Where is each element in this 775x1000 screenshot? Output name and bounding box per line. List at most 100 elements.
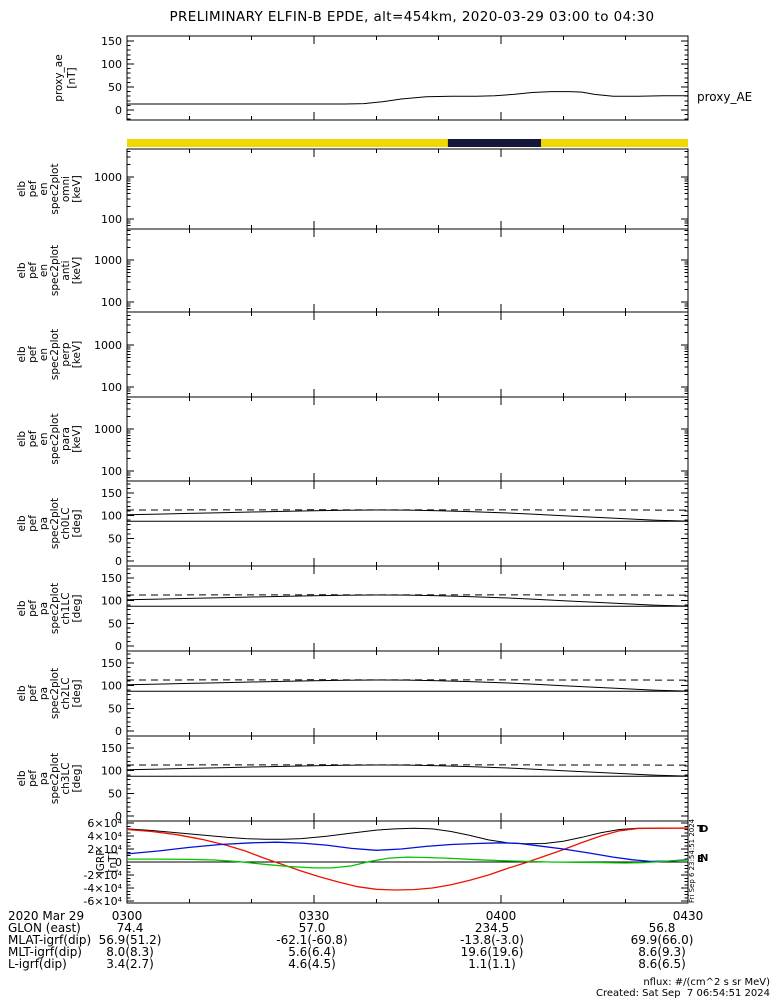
created-timestamp: Created: Sat Sep 7 06:54:51 2024 <box>596 988 770 999</box>
y-axis-label-word: [keV] <box>71 175 83 203</box>
y-tick-label: 100 <box>101 465 122 478</box>
ephemeris-value: 69.9(66.0) <box>631 933 694 947</box>
y-axis-label-word: pef <box>27 600 39 617</box>
series-loss-cone <box>126 509 689 522</box>
ephemeris-value: 1.1(1.1) <box>468 957 516 971</box>
time-tick-label: 0300 <box>112 909 143 923</box>
status-bar <box>127 139 688 147</box>
series-B-north <box>126 841 689 863</box>
series-B-total <box>126 827 689 845</box>
panel-frame <box>126 35 689 121</box>
y-axis-label-word: en <box>38 432 50 445</box>
y-axis-label-word: en <box>38 182 50 195</box>
legend-letter-N: N <box>700 853 708 864</box>
y-tick-label: 0 <box>115 810 122 823</box>
y-tick-label: 1000 <box>94 339 122 352</box>
y-tick-label: 150 <box>101 572 122 585</box>
ephemeris-row-label: GLON (east) <box>8 921 81 935</box>
y-tick-label: 50 <box>108 702 122 715</box>
y-axis-label-word: elb <box>16 770 28 786</box>
y-tick-label: 100 <box>101 58 122 71</box>
y-tick-label: 6×10⁴ <box>87 817 122 830</box>
y-axis-label-word: elb <box>16 515 28 531</box>
ephemeris-value: 56.8 <box>649 921 676 935</box>
panel-pa_ch2: 0 50 100 150 elb pef pa spec2plot ch2LC [deg] <box>16 650 689 738</box>
y-axis-label-word: spec2plot <box>49 753 61 804</box>
series-loss-cone <box>126 594 689 607</box>
y-tick-label: 2×10⁴ <box>87 843 122 856</box>
page-title: PRELIMINARY ELFIN-B EPDE, alt=454km, 202… <box>169 9 654 25</box>
y-axis-label-word: ch0LC <box>60 507 72 539</box>
y-axis-label-word: pef <box>27 430 39 447</box>
y-tick-label: 150 <box>101 657 122 670</box>
y-axis-label-word: ch1LC <box>60 592 72 624</box>
panel-spec_anti: 100 1000 elb pef en spec2plot anti [keV] <box>16 228 689 313</box>
panel-spec_para: 100 1000 elb pef en spec2plot para [keV] <box>16 396 689 482</box>
series-B-east <box>127 856 689 869</box>
ephemeris-row-label: MLT-igrf(dip) <box>8 945 82 959</box>
y-axis-label-word: omni <box>60 176 72 202</box>
panel-frame <box>126 396 689 482</box>
y-axis-label-word: pa <box>38 602 50 615</box>
legend-letter-E: E <box>697 854 704 865</box>
time-tick-label: 0330 <box>299 909 330 923</box>
y-tick-label: -4×10⁴ <box>83 882 122 895</box>
y-tick-label: 150 <box>101 487 122 500</box>
y-axis-label-word: elb <box>16 346 28 362</box>
panel-frame <box>126 311 689 398</box>
y-axis-label-word: pef <box>27 685 39 702</box>
time-tick-label: 0400 <box>486 909 517 923</box>
y-tick-label: 4×10⁴ <box>87 830 122 843</box>
y-tick-label: -2×10⁴ <box>83 869 122 882</box>
y-axis-label-word: spec2plot <box>49 329 61 380</box>
status-bar-track <box>127 139 688 147</box>
y-tick-label: 1000 <box>94 423 122 436</box>
y-tick-label: 100 <box>101 510 122 523</box>
y-axis-label-word: pef <box>27 346 39 363</box>
flux-units-note: nflux: #/(cm^2 s sr MeV) <box>643 977 770 988</box>
y-axis-label-word: pef <box>27 770 39 787</box>
y-axis-label-word: proxy_ae <box>53 54 65 101</box>
y-axis-label-word: spec2plot <box>49 245 61 296</box>
bottom-annotations: 2020 Mar 29 0300 0330 0400 0430 GLON (east) 74… <box>8 909 703 971</box>
ephemeris-row-label: L-igrf(dip) <box>8 957 67 971</box>
panel-frame <box>126 480 689 567</box>
y-axis-label-word: elb <box>16 431 28 447</box>
series-B-down <box>126 827 688 891</box>
panel-frame <box>126 148 689 230</box>
y-tick-label: 0 <box>115 725 122 738</box>
y-axis-label-word: pa <box>38 772 50 785</box>
y-axis-label-word: spec2plot <box>49 413 61 464</box>
igrf-legend: TD NE <box>697 824 708 865</box>
ephemeris-value: 3.4(2.7) <box>106 957 154 971</box>
y-axis-label-word: [deg] <box>71 595 83 623</box>
y-tick-label: 50 <box>108 787 122 800</box>
y-axis-label-word: pef <box>27 180 39 197</box>
y-tick-label: 150 <box>101 742 122 755</box>
panel-frame <box>126 228 689 313</box>
y-tick-label: 100 <box>101 680 122 693</box>
ephemeris-value: 5.6(6.4) <box>288 945 336 959</box>
y-axis-label-word: pef <box>27 515 39 532</box>
series-proxy_AE <box>127 91 688 105</box>
y-tick-label: 0 <box>115 640 122 653</box>
y-axis-label-word: en <box>38 264 50 277</box>
y-axis-label-word: en <box>38 348 50 361</box>
y-tick-label: 50 <box>108 532 122 545</box>
y-tick-label: -6×10⁴ <box>83 895 122 908</box>
y-tick-label: 1000 <box>94 254 122 267</box>
ephemeris-value: 234.5 <box>475 921 509 935</box>
y-axis-label-word: [keV] <box>71 257 83 285</box>
y-axis-label-word: [keV] <box>71 341 83 369</box>
panel-spec_omni: 100 1000 elb pef en spec2plot omni [keV] <box>16 148 689 230</box>
y-axis-label-word: IGRF <box>95 850 107 875</box>
y-axis-label-word: spec2plot <box>49 583 61 634</box>
y-tick-label: 100 <box>101 213 122 226</box>
y-tick-label: 0 <box>115 104 122 117</box>
date-label: 2020 Mar 29 <box>8 909 84 923</box>
y-axis-label-word: [nT] <box>66 67 78 88</box>
series-loss-cone <box>126 764 689 777</box>
side-timestamp: Fri Sep 6 23:54:51 2024 <box>688 818 696 903</box>
y-tick-label: 100 <box>101 296 122 309</box>
